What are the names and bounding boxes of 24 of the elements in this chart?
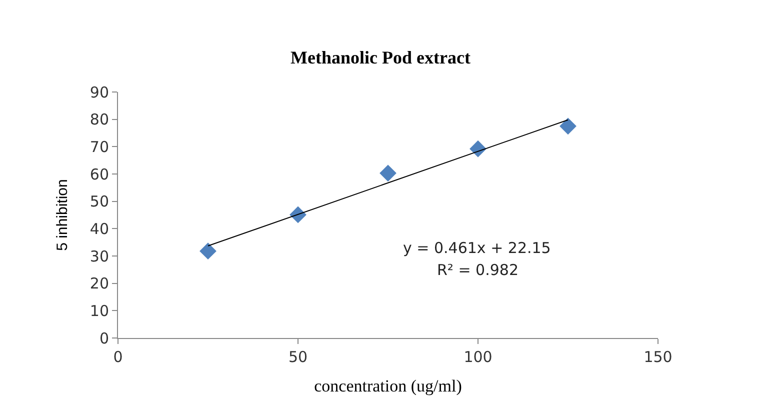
- point: [560, 118, 576, 135]
- x-axis-title: concentration (ug/ml): [314, 376, 462, 396]
- y-tick-label: 50: [90, 192, 109, 211]
- x-tick-label: 150: [644, 348, 672, 366]
- x-tick-label: 100: [464, 348, 492, 366]
- chart-title: Methanolic Pod extract: [290, 48, 470, 68]
- y-tick-label: 40: [90, 220, 109, 238]
- y-tick-label: 60: [90, 165, 109, 184]
- point: [290, 206, 306, 224]
- point: [380, 164, 396, 182]
- y-tick-label: 90: [90, 83, 109, 102]
- y-axis-title: 5 inhibition: [54, 179, 72, 251]
- y-tick-label: 0: [99, 329, 109, 348]
- y-tick-label: 70: [90, 138, 109, 156]
- x-tick-label: 0: [113, 348, 123, 366]
- y-tick-label: 10: [90, 302, 109, 320]
- y-tick-label: 20: [90, 274, 109, 293]
- annotation: R² = 0.982: [437, 261, 518, 279]
- point: [470, 140, 486, 158]
- y-tick-label: 30: [90, 247, 109, 266]
- y-tick-label: 80: [90, 110, 109, 129]
- point: [200, 242, 216, 260]
- x-tick-label: 50: [288, 348, 308, 366]
- annotation: y = 0.461x + 22.15: [403, 239, 551, 257]
